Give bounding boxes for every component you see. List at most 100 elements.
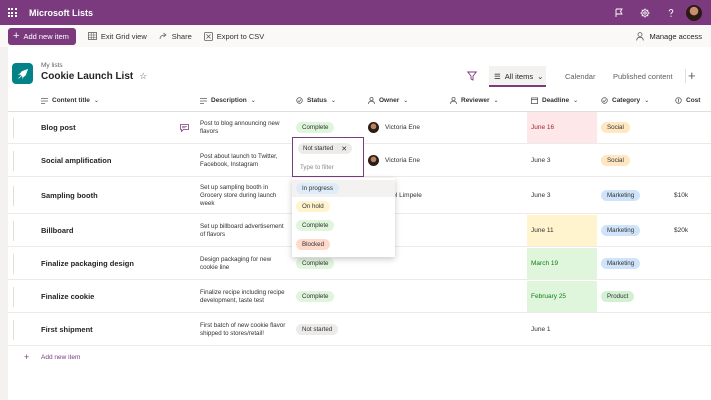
- tab-all-items[interactable]: ☰ All items ⌄: [494, 72, 543, 81]
- cell-content-title[interactable]: First shipment: [41, 325, 93, 334]
- cell-deadline[interactable]: February 25: [527, 281, 597, 312]
- waffle-icon: [7, 8, 17, 17]
- column-header-content-title[interactable]: Content title ⌄: [41, 90, 99, 111]
- cell-category[interactable]: Social: [597, 112, 669, 143]
- settings-gear-icon[interactable]: [632, 0, 658, 25]
- cell-deadline[interactable]: June 1: [531, 326, 551, 333]
- cell-content-title[interactable]: Billboard: [41, 226, 74, 235]
- cell-status[interactable]: Complete: [296, 112, 335, 143]
- row-selector[interactable]: [13, 186, 14, 206]
- app-title[interactable]: Microsoft Lists: [29, 7, 94, 18]
- filter-icon[interactable]: [466, 71, 478, 83]
- comment-icon[interactable]: [180, 112, 189, 143]
- cell-content-title[interactable]: Finalize cookie: [41, 292, 95, 301]
- status-badge: Complete: [296, 122, 335, 133]
- tab-published-content[interactable]: Published content: [613, 72, 673, 81]
- column-header-deadline[interactable]: Deadline ⌄: [531, 90, 578, 111]
- status-option-label: Complete: [296, 220, 335, 231]
- cell-status[interactable]: Not started: [296, 314, 339, 345]
- status-filter-input[interactable]: Type to filter: [300, 164, 334, 171]
- category-badge: Product: [601, 291, 635, 302]
- feedback-icon[interactable]: [606, 0, 632, 25]
- tab-calendar[interactable]: Calendar: [565, 72, 596, 81]
- user-avatar[interactable]: [686, 4, 702, 21]
- status-dropdown: In progress On hold Complete Blocked: [292, 178, 395, 257]
- status-cell-editor[interactable]: Not started ✕ Type to filter: [292, 137, 364, 177]
- cell-description[interactable]: Set up billboard advertisement of flavor…: [200, 222, 284, 238]
- export-csv-button[interactable]: Export to CSV: [203, 32, 264, 41]
- row-selector[interactable]: [13, 221, 14, 241]
- list-view-icon: ☰: [494, 72, 501, 81]
- cell-description[interactable]: First batch of new cookie flavor shipped…: [200, 321, 286, 337]
- cell-content-title[interactable]: Sampling booth: [41, 191, 98, 200]
- remove-x-icon[interactable]: ✕: [341, 145, 348, 153]
- cell-deadline[interactable]: June 3: [531, 157, 551, 164]
- column-header-label: Deadline: [542, 97, 570, 104]
- column-header-reviewer[interactable]: Reviewer ⌄: [450, 90, 499, 111]
- category-badge: Marketing: [601, 225, 641, 236]
- column-header-description[interactable]: Description ⌄: [200, 90, 256, 111]
- cell-category[interactable]: Marketing: [597, 178, 669, 213]
- cell-description[interactable]: Post about launch to Twitter, Facebook, …: [200, 152, 278, 168]
- selected-status-chip[interactable]: Not started ✕: [298, 143, 353, 154]
- cell-owner[interactable]: Victoria Ene: [368, 112, 420, 143]
- status-option-complete[interactable]: Complete: [292, 217, 395, 234]
- cell-category[interactable]: Marketing: [597, 248, 669, 279]
- chevron-down-icon: ⌄: [537, 72, 544, 81]
- status-option-blocked[interactable]: Blocked: [292, 236, 395, 253]
- cell-content-title[interactable]: Finalize packaging design: [41, 259, 134, 268]
- row-selector[interactable]: [13, 287, 14, 307]
- add-new-item-row[interactable]: + Add new item: [8, 347, 711, 369]
- cell-category[interactable]: Product: [597, 281, 669, 312]
- cell-deadline[interactable]: June 16: [527, 112, 597, 143]
- manage-access-button[interactable]: Manage access: [636, 25, 702, 47]
- row-selector[interactable]: [13, 254, 14, 274]
- table-row[interactable]: First shipment First batch of new cookie…: [8, 314, 711, 346]
- status-badge: Complete: [296, 291, 335, 302]
- cell-deadline[interactable]: June 11: [527, 215, 597, 246]
- owner-name: Victoria Ene: [385, 157, 420, 164]
- cell-description[interactable]: Design packaging for new cookie line: [200, 255, 272, 271]
- cell-cost[interactable]: $20k: [674, 227, 689, 234]
- favorite-star-icon[interactable]: ☆: [139, 71, 148, 81]
- cell-deadline[interactable]: June 3: [531, 192, 551, 199]
- cell-description[interactable]: Post to blog announcing new flavors: [200, 119, 280, 135]
- tab-all-items-label: All items: [504, 72, 534, 81]
- cell-content-title[interactable]: Social amplification: [41, 156, 112, 165]
- cell-owner[interactable]: Victoria Ene: [368, 145, 420, 176]
- share-icon: [159, 32, 167, 40]
- chevron-down-icon: ⌄: [93, 98, 99, 104]
- table-row[interactable]: Finalize packaging design Design packagi…: [8, 248, 711, 280]
- row-selector[interactable]: [13, 118, 14, 138]
- choice-column-icon: [601, 97, 608, 104]
- status-option-in-progress[interactable]: In progress: [292, 180, 395, 197]
- exit-grid-view-button[interactable]: Exit Grid view: [87, 32, 147, 41]
- column-header-cost[interactable]: Cost: [675, 90, 700, 111]
- add-new-item-button[interactable]: + Add new item: [8, 27, 76, 45]
- cell-category[interactable]: Social: [597, 145, 669, 176]
- cell-status[interactable]: Complete: [296, 281, 335, 312]
- column-header-category[interactable]: Category ⌄: [601, 90, 649, 111]
- breadcrumb[interactable]: My lists: [41, 62, 63, 69]
- cell-content-title[interactable]: Blog post: [41, 123, 76, 132]
- status-option-on-hold[interactable]: On hold: [292, 198, 395, 215]
- chevron-down-icon: ⌄: [573, 98, 579, 104]
- status-option-label: On hold: [296, 201, 330, 212]
- owner-name: nuel Limpele: [385, 192, 422, 199]
- cell-description[interactable]: Set up sampling booth in Grocery store d…: [200, 183, 277, 207]
- column-header-status[interactable]: Status ⌄: [296, 90, 336, 111]
- cell-deadline[interactable]: March 19: [527, 248, 597, 279]
- row-selector[interactable]: [13, 151, 14, 171]
- cell-status[interactable]: Complete: [296, 248, 335, 279]
- cell-cost[interactable]: $10k: [674, 192, 689, 199]
- owner-name: Victoria Ene: [385, 124, 420, 131]
- share-button[interactable]: Share: [159, 32, 192, 41]
- table-row[interactable]: Finalize cookie Finalize recipe includin…: [8, 281, 711, 313]
- app-launcher-button[interactable]: [0, 0, 24, 25]
- cell-description[interactable]: Finalize recipe including recipe develop…: [200, 288, 285, 304]
- add-view-icon[interactable]: +: [688, 68, 696, 83]
- row-selector[interactable]: [13, 320, 14, 340]
- cell-category[interactable]: Marketing: [597, 215, 669, 246]
- help-question-icon[interactable]: [658, 0, 684, 25]
- column-header-owner[interactable]: Owner ⌄: [368, 90, 408, 111]
